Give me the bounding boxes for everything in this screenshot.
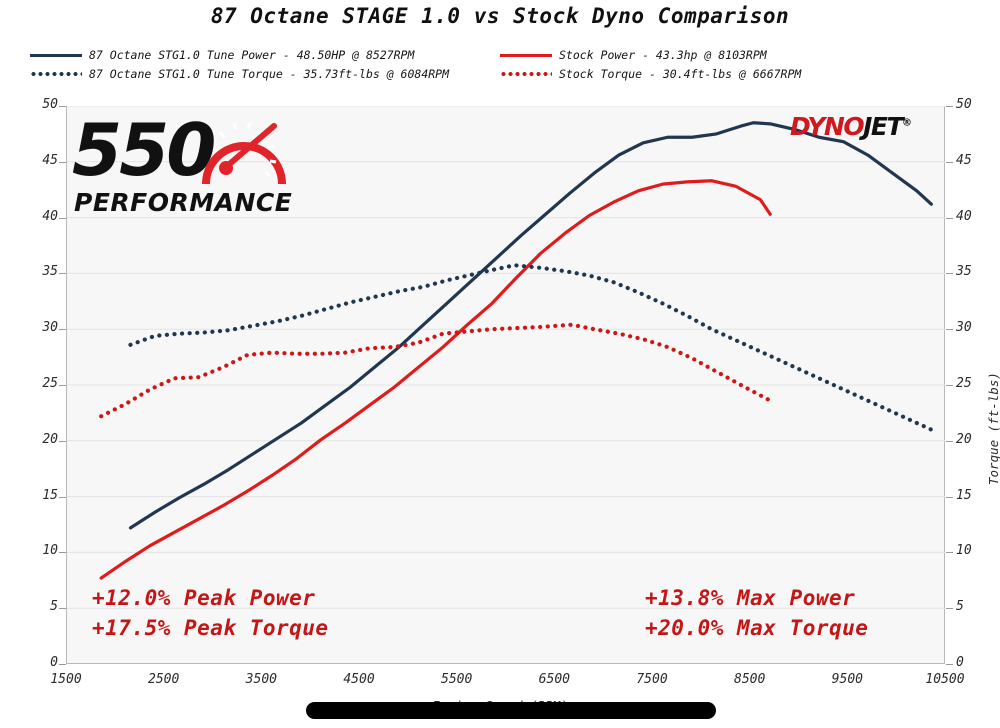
bottom-black-bar: [306, 702, 716, 719]
y-axis-left-tick-label: 35: [42, 264, 58, 280]
y-axis-left-tick-mark: [59, 440, 66, 442]
legend-label-stock-torque: Stock Torque - 30.4ft-lbs @ 6667RPM: [559, 67, 802, 81]
plot-area: [66, 106, 946, 664]
y-axis-left-tick-mark: [59, 217, 66, 219]
y-axis-right-tick-label: 35: [956, 264, 972, 280]
series-line: [128, 263, 934, 432]
x-axis-tick-label: 4500: [343, 672, 375, 687]
y-axis-right-tick-mark: [946, 385, 953, 386]
y-axis-left-tick-label: 20: [42, 431, 58, 447]
y-axis-left-tick-mark: [59, 273, 66, 275]
y-axis-right-tick-label: 10: [956, 543, 972, 559]
y-axis-left-tick-label: 45: [42, 152, 58, 168]
plot-canvas: [67, 106, 946, 609]
y-axis-right-tick-mark: [946, 608, 953, 610]
y-axis-right-tick-label: 5: [956, 599, 964, 615]
y-axis-right-tick-label: 20: [956, 431, 972, 447]
annotation-peak-torque: +17.5% Peak Torque: [92, 616, 329, 640]
legend-swatch-solid-blue-icon: [30, 53, 82, 57]
dynojet-logo-dyno: DYNO: [790, 112, 865, 141]
x-axis-tick-label: 9500: [831, 672, 863, 687]
legend-label-tune-torque: 87 Octane STG1.0 Tune Torque - 35.73ft-l…: [89, 67, 450, 81]
annotation-max-power: +13.8% Max Power: [645, 586, 856, 610]
y-axis-right-tick-label: 25: [956, 376, 972, 391]
y-axis-right-tick-mark: [946, 217, 953, 219]
legend-item-tune-torque: 87 Octane STG1.0 Tune Torque - 35.73ft-l…: [30, 65, 449, 83]
legend-item-tune-power: 87 Octane STG1.0 Tune Power - 48.50HP @ …: [30, 46, 414, 64]
brand-logo-number: 550: [72, 108, 216, 192]
y-axis-left-tick-mark: [59, 385, 66, 386]
y-axis-right-tick-mark: [946, 106, 953, 107]
y-axis-left-tick-label: 0: [50, 655, 58, 670]
y-axis-left-tick-label: 10: [42, 543, 58, 559]
y-axis-right-tick-mark: [946, 552, 953, 554]
legend-swatch-dotted-red-icon: [500, 72, 552, 76]
x-axis-tick-label: 1500: [50, 672, 82, 687]
y-axis-left-tick-label: 25: [42, 376, 58, 391]
y-axis-left-tick-mark: [59, 552, 66, 554]
y-axis-right-tick-mark: [946, 329, 953, 331]
y-axis-right-tick-mark: [946, 664, 953, 665]
y-axis-right-tick-mark: [946, 273, 953, 275]
x-axis-tick-label: 6500: [538, 672, 570, 687]
dynojet-logo-trademark: ®: [902, 117, 912, 129]
legend-label-stock-power: Stock Power - 43.3hp @ 8103RPM: [559, 48, 767, 62]
y-axis-left-tick-label: 40: [42, 208, 58, 224]
y-axis-left-tick-label: 30: [42, 320, 58, 336]
chart-legend: 87 Octane STG1.0 Tune Power - 48.50HP @ …: [0, 46, 1000, 86]
page-title: 87 Octane STAGE 1.0 vs Stock Dyno Compar…: [210, 4, 790, 28]
y-axis-right-tick-label: 45: [956, 152, 972, 168]
series-line: [99, 322, 773, 419]
x-axis-tick-label: 3500: [245, 672, 277, 687]
x-axis-tick-label: 8500: [734, 672, 766, 687]
legend-item-stock-power: Stock Power - 43.3hp @ 8103RPM: [500, 46, 767, 64]
y-axis-left-tick-mark: [59, 608, 66, 610]
y-axis-right-title: Torque (ft-lbs): [986, 372, 1000, 485]
annotation-max-torque: +20.0% Max Torque: [645, 616, 869, 640]
y-axis-right-tick-mark: [946, 496, 953, 498]
legend-item-stock-torque: Stock Torque - 30.4ft-lbs @ 6667RPM: [500, 65, 801, 83]
y-axis-right-tick-label: 0: [956, 655, 964, 670]
x-axis-tick-label: 2500: [148, 672, 180, 687]
series-line: [99, 179, 772, 580]
brand-logo-550-performance: 550 PERFORMANCE: [72, 112, 294, 222]
y-axis-left-tick-label: 15: [42, 487, 58, 503]
legend-label-tune-power: 87 Octane STG1.0 Tune Power - 48.50HP @ …: [89, 48, 415, 62]
y-axis-left-tick-mark: [59, 664, 66, 665]
y-axis-left-tick-mark: [59, 496, 66, 498]
annotation-peak-power: +12.0% Peak Power: [92, 586, 316, 610]
legend-swatch-dotted-blue-icon: [30, 72, 82, 76]
y-axis-right-tick-label: 50: [956, 97, 972, 112]
legend-swatch-solid-red-icon: [500, 53, 552, 57]
x-axis-tick-label: 5500: [441, 672, 473, 687]
y-axis-left-tick-label: 5: [50, 599, 58, 615]
y-axis-left-tick-mark: [59, 329, 66, 331]
series-line: [128, 121, 933, 530]
dynojet-logo: DYNOJET®: [790, 112, 912, 141]
y-axis-left-tick-mark: [59, 161, 66, 163]
brand-logo-word: PERFORMANCE: [74, 188, 293, 217]
y-axis-left-tick-label: 50: [42, 97, 58, 112]
y-axis-right-tick-mark: [946, 440, 953, 442]
y-axis-right-tick-mark: [946, 161, 953, 163]
y-axis-right-tick-label: 30: [956, 320, 972, 336]
y-axis-right-tick-label: 40: [956, 208, 972, 224]
y-axis-left-tick-mark: [59, 106, 66, 107]
y-axis-right-tick-label: 15: [956, 487, 972, 503]
dynojet-logo-jet: JET: [863, 112, 903, 141]
x-axis-tick-label: 10500: [925, 672, 965, 687]
x-axis-tick-label: 7500: [636, 672, 668, 687]
speedometer-gauge-icon: [202, 122, 286, 185]
